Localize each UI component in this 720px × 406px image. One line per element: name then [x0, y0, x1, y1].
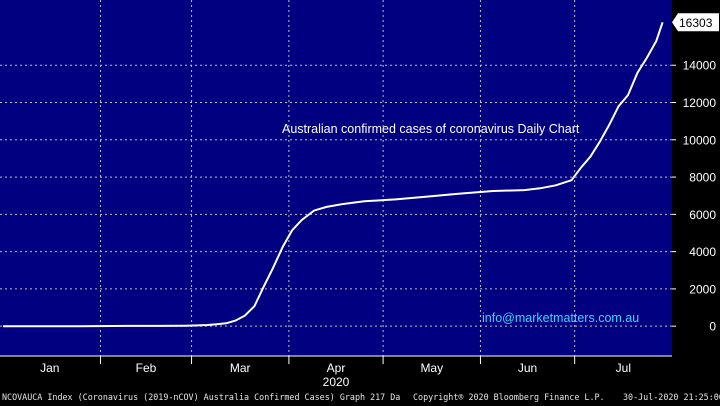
plot-area: [0, 0, 672, 356]
email-annotation: info@marketmatters.com.au: [482, 311, 639, 325]
last-value-tag: 16303: [672, 13, 719, 32]
x-tick-label: Feb: [136, 361, 157, 375]
y-tick-label: 2000: [689, 282, 716, 296]
x-tick-label: Apr: [327, 361, 346, 375]
x-tick-label: Jan: [40, 361, 59, 375]
y-axis: 0 2000 4000 6000 8000 10000 12000 14000: [672, 59, 716, 334]
y-tick-label: 12000: [683, 96, 717, 110]
x-tick-label: Jun: [518, 361, 537, 375]
footer-ticker: NCOVAUCA Index (Coronavirus (2019-nCOV) …: [2, 392, 401, 402]
x-tick-label: May: [420, 361, 443, 375]
y-tick-label: 6000: [689, 208, 716, 222]
y-tick-label: 8000: [689, 171, 716, 185]
last-value-tag-shape: [672, 13, 719, 32]
y-tick-label: 10000: [683, 133, 717, 147]
footer-copyright: Copyright® 2020 Bloomberg Finance L.P.: [413, 392, 605, 402]
series-line: [3, 21, 664, 328]
x-axis: Jan Feb Mar Apr May Jun Jul: [0, 355, 672, 375]
footer-timestamp: 30-Jul-2020 21:25:06: [623, 392, 720, 402]
grid: [0, 0, 672, 356]
status-bar: NCOVAUCA Index (Coronavirus (2019-nCOV) …: [0, 388, 720, 406]
y-tick-label: 4000: [689, 245, 716, 259]
bottom-axis-panel: [0, 356, 720, 388]
x-tick-label: Mar: [230, 361, 251, 375]
x-tick-label: Jul: [616, 361, 631, 375]
y-tick-label: 14000: [683, 59, 717, 73]
y-tick-label: 0: [709, 320, 716, 334]
right-axis-panel: [672, 0, 720, 356]
x-axis-label: 2020: [323, 375, 350, 389]
chart-title: Australian confirmed cases of coronaviru…: [282, 122, 580, 136]
last-value-label: 16303: [679, 16, 713, 30]
